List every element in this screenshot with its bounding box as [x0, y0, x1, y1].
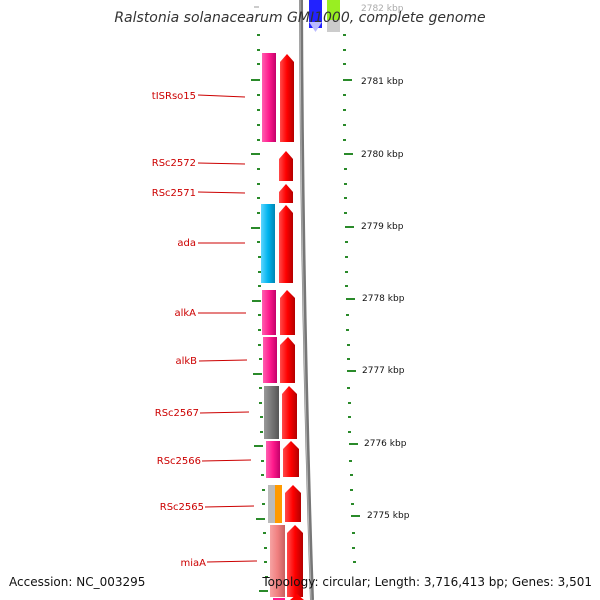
cds-arrow[interactable] — [280, 54, 294, 142]
cds-arrow[interactable] — [280, 290, 295, 335]
cds-arrow[interactable] — [279, 151, 293, 181]
gene-label-rsc2571[interactable]: RSc2571 — [152, 188, 196, 199]
gene-labels: tISRso15 RSc2572 RSc2571 ada alkA alkB R… — [152, 91, 206, 569]
cds-arrow[interactable] — [280, 337, 295, 383]
tick-label: 2782 kbp — [361, 4, 404, 14]
gene-feature-tisrso15[interactable] — [262, 53, 276, 142]
gene-features — [261, 53, 285, 600]
cds-arrow[interactable] — [287, 525, 303, 597]
gene-label-tisrso15[interactable]: tISRso15 — [152, 91, 196, 102]
gene-feature-alkb[interactable] — [263, 337, 277, 383]
gene-feature-ada[interactable] — [261, 204, 275, 283]
cds-arrow-bottom — [290, 594, 304, 600]
cds-arrow[interactable] — [279, 205, 293, 283]
tick-label: 2777 kbp — [362, 366, 405, 376]
top-partial-features — [309, 0, 340, 32]
tick-labels: 2782 kbp 2781 kbp 2780 kbp 2779 kbp 2778… — [361, 4, 410, 521]
gene-feature-rsc2565[interactable] — [268, 485, 275, 523]
gene-feature-alka[interactable] — [262, 290, 276, 335]
gene-feature-bottom — [273, 598, 285, 600]
gene-label-alkb[interactable]: alkB — [175, 356, 197, 367]
genome-backbone — [299, 0, 314, 600]
gene-feature-rsc2566[interactable] — [266, 441, 280, 478]
tick-label: 2778 kbp — [362, 294, 405, 304]
gene-label-rsc2572[interactable]: RSc2572 — [152, 158, 196, 169]
cds-arrow[interactable] — [283, 441, 299, 477]
topology-text: Topology: circular; Length: 3,716,413 bp… — [262, 575, 592, 589]
cds-arrow[interactable] — [285, 485, 301, 522]
gene-label-alka[interactable]: alkA — [174, 308, 196, 319]
gene-feature-miaa[interactable] — [270, 525, 285, 597]
accession-text: Accession: NC_003295 — [9, 575, 146, 589]
tick-label: 2781 kbp — [361, 77, 404, 87]
cds-features — [279, 54, 304, 600]
cds-arrow[interactable] — [282, 386, 297, 439]
gene-label-rsc2566[interactable]: RSc2566 — [157, 456, 201, 467]
cds-arrow[interactable] — [279, 184, 293, 203]
gene-label-rsc2567[interactable]: RSc2567 — [155, 408, 199, 419]
map-title-overlay: Ralstonia solanacearum GMI1000, complete… — [114, 10, 486, 26]
tick-label: 2779 kbp — [361, 222, 404, 232]
label-leaders — [197, 94, 258, 563]
tick-label: 2775 kbp — [367, 511, 410, 521]
tick-label: 2776 kbp — [364, 439, 407, 449]
gene-feature-rsc2565-b[interactable] — [275, 485, 282, 523]
right-tick-ruler — [343, 34, 360, 563]
gene-label-rsc2565[interactable]: RSc2565 — [160, 502, 204, 513]
gene-label-miaa[interactable]: miaA — [181, 558, 207, 569]
gene-feature-rsc2567[interactable] — [264, 386, 279, 439]
tick-label: 2780 kbp — [361, 150, 404, 160]
left-tick-ruler — [251, 6, 268, 592]
gene-label-ada[interactable]: ada — [177, 238, 196, 249]
